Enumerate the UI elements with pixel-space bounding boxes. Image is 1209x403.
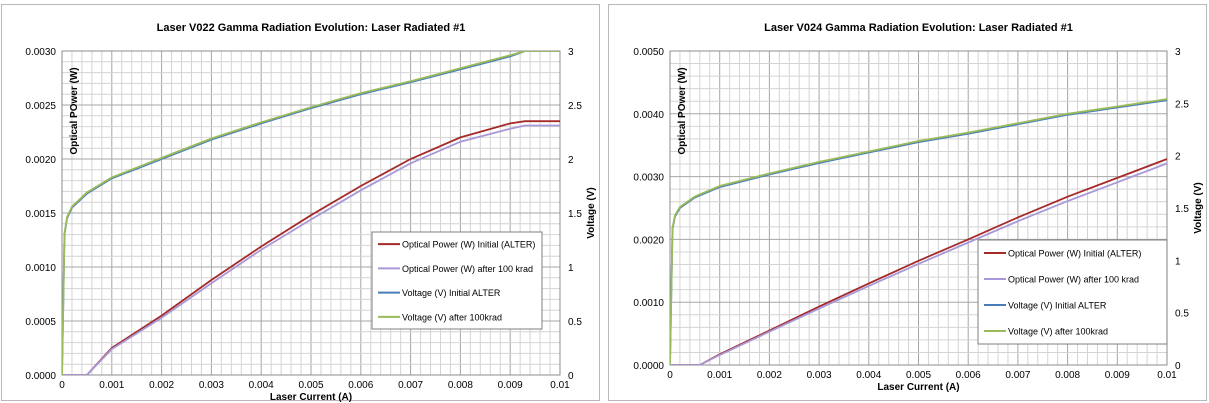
x-tick-label: 0.006 [956,370,981,381]
y2-tick-label: 1 [568,263,574,274]
x-tick-label: 0.004 [856,370,881,381]
y-axis-label: Optical POwer (W) [677,67,688,154]
y2-tick-label: 2.5 [1175,99,1189,110]
y2-tick-label: 0.5 [1175,309,1189,320]
y2-tick-label: 1 [1175,256,1181,267]
series-line-1 [670,162,1167,365]
legend-entry: Optical Power (W) Initial (ALTER) [402,240,535,250]
legend-entry: Optical Power (W) Initial (ALTER) [1008,249,1141,259]
x-axis-label: Laser Current (A) [877,382,959,393]
y2-tick-label: 0 [568,371,574,382]
x-tick-label: 0.006 [348,380,373,391]
legend-entry: Optical Power (W) after 100 krad [1008,275,1139,285]
x-tick-label: 0.007 [398,380,423,391]
series-line-0 [62,120,560,375]
x-tick-label: 0.002 [149,380,174,391]
y2-tick-label: 0 [1175,361,1181,372]
legend-box [977,239,1168,345]
y-tick-label: 0.0040 [633,110,664,121]
legend-box [371,231,543,330]
y-tick-label: 0.0050 [633,47,664,58]
x-tick-label: 0.008 [448,380,473,391]
x-tick-label: 0 [667,370,673,381]
x-tick-label: 0.001 [99,380,124,391]
x-tick-label: 0.003 [807,370,832,381]
x-tick-label: 0 [59,380,65,391]
chart-panel-v024: Laser V024 Gamma Radiation Evolution: La… [608,4,1207,401]
x-tick-label: 0.01 [550,380,570,391]
x-tick-label: 0.005 [906,370,931,381]
x-axis-label: Laser Current (A) [270,392,352,402]
series-line-3 [62,51,560,375]
legend: Optical Power (W) Initial (ALTER) Optical… [371,231,543,330]
x-tick-label: 0.009 [498,380,523,391]
legend-entry: Voltage (V) Initial ALTER [402,288,501,298]
legend: Optical Power (W) Initial (ALTER) Optical… [977,239,1168,345]
chart-v022-svg: Laser V022 Gamma Radiation Evolution: La… [25,22,597,402]
legend-entry: Optical Power (W) after 100 krad [402,264,533,274]
y-tick-label: 0.0010 [633,298,664,309]
chart-title: Laser V024 Gamma Radiation Evolution: La… [764,22,1073,34]
plot-border [669,50,1168,366]
series-line-3 [670,98,1167,365]
y-tick-label: 0.0015 [25,209,56,220]
x-tick-label: 0.008 [1055,370,1080,381]
y2-tick-label: 3 [568,47,574,58]
y2-tick-label: 1.5 [1175,204,1189,215]
y-tick-label: 0.0025 [25,101,56,112]
series-line-1 [62,124,560,375]
plot-border [61,50,561,376]
x-tick-label: 0.003 [199,380,224,391]
y2-tick-label: 1.5 [568,209,582,220]
y-tick-label: 0.0000 [633,361,664,372]
legend-entry: Voltage (V) after 100krad [1008,327,1108,337]
y-tick-label: 0.0030 [25,47,56,58]
x-tick-label: 0.001 [707,370,732,381]
y2-tick-label: 0.5 [568,317,582,328]
x-tick-label: 0.007 [1005,370,1030,381]
y2-axis-label: Voltage (V) [1193,182,1204,233]
y-tick-label: 0.0020 [633,235,664,246]
legend-entry: Voltage (V) Initial ALTER [1008,301,1107,311]
x-tick-label: 0.01 [1157,370,1177,381]
y2-tick-label: 2 [1175,152,1181,163]
x-tick-label: 0.002 [757,370,782,381]
y-axis-label: Optical POwer (W) [69,67,80,154]
y2-tick-label: 3 [1175,47,1181,58]
y2-tick-label: 2 [568,155,574,166]
x-tick-label: 0.009 [1105,370,1130,381]
y-tick-label: 0.0030 [633,173,664,184]
y-tick-label: 0.0000 [25,371,56,382]
chart-title: Laser V022 Gamma Radiation Evolution: La… [157,22,466,34]
y-tick-label: 0.0005 [25,317,56,328]
y-tick-label: 0.0020 [25,155,56,166]
x-tick-label: 0.005 [298,380,323,391]
x-tick-label: 0.004 [249,380,274,391]
legend-entry: Voltage (V) after 100krad [402,312,502,322]
chart-panel-v022: Laser V022 Gamma Radiation Evolution: La… [1,4,600,402]
y2-axis-label: Voltage (V) [586,187,597,238]
y2-tick-label: 2.5 [568,101,582,112]
y-tick-label: 0.0010 [25,263,56,274]
chart-v024-svg: Laser V024 Gamma Radiation Evolution: La… [633,22,1204,393]
